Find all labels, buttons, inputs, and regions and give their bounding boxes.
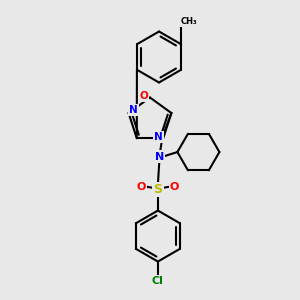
Text: N: N: [155, 152, 164, 161]
Text: N: N: [129, 105, 137, 115]
Text: O: O: [170, 182, 179, 191]
Text: O: O: [137, 182, 146, 191]
Text: O: O: [140, 91, 148, 101]
Text: CH₃: CH₃: [180, 17, 197, 26]
Text: N: N: [154, 132, 163, 142]
Text: S: S: [153, 183, 162, 196]
Text: Cl: Cl: [152, 276, 164, 286]
